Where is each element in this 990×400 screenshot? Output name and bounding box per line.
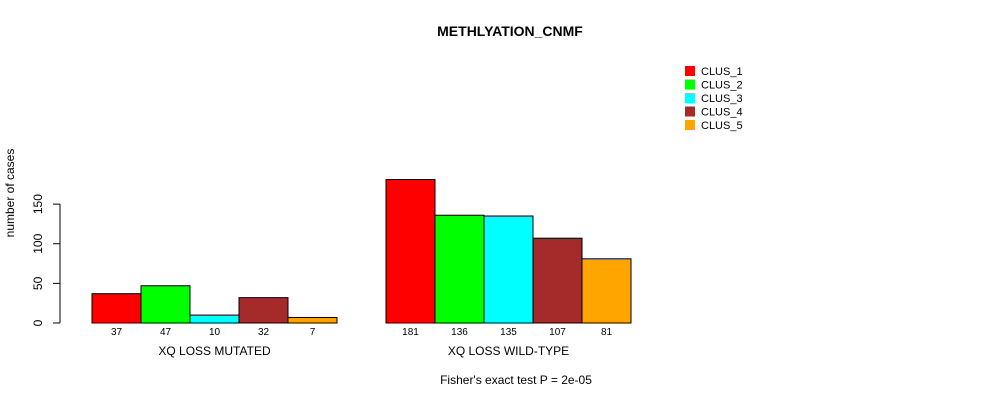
- y-tick-label: 0: [31, 319, 45, 326]
- bar-clus-1: [385, 179, 436, 324]
- chart-title: METHLYATION_CNMF: [437, 23, 583, 39]
- bars: 37 47 10 32 7 XQ LOSS MUTATED 181 136 135 107 81 XQ…: [91, 179, 632, 358]
- legend-swatch: [685, 93, 695, 103]
- y-tick-label: 50: [31, 276, 45, 290]
- y-tick-label: 150: [31, 194, 45, 214]
- bar-clus-2: [140, 285, 191, 324]
- y-tick-label: 100: [31, 233, 45, 253]
- legend-swatch: [685, 120, 695, 130]
- bar-value-label: 81: [601, 327, 613, 338]
- legend-label: CLUS_2: [701, 80, 743, 92]
- bar-clus-3: [483, 215, 534, 324]
- bar-value-label: 181: [402, 327, 419, 338]
- bar-value-label: 47: [160, 327, 172, 338]
- legend-label: CLUS_3: [701, 93, 743, 105]
- legend-label: CLUS_1: [701, 66, 743, 78]
- group-label: XQ LOSS MUTATED: [158, 344, 271, 358]
- y-axis: 0 50 100 150: [31, 194, 61, 326]
- legend-label: CLUS_5: [701, 120, 743, 132]
- footnote: Fisher's exact test P = 2e-05: [440, 373, 592, 387]
- bar-value-label: 7: [310, 327, 316, 338]
- bar-clus-3: [189, 314, 240, 324]
- bar-clus-4: [532, 237, 583, 324]
- legend-label: CLUS_4: [701, 107, 743, 119]
- bar-value-label: 10: [209, 327, 221, 338]
- bar-value-label: 107: [549, 327, 566, 338]
- legend-swatch: [685, 106, 695, 117]
- bar-value-label: 135: [500, 327, 517, 338]
- legend-swatch: [685, 66, 695, 76]
- bar-value-label: 136: [451, 327, 468, 338]
- bar-value-label: 32: [258, 327, 270, 338]
- group-label: XQ LOSS WILD-TYPE: [448, 344, 569, 358]
- bar-clus-5: [287, 316, 338, 324]
- bar-clus-2: [434, 214, 485, 324]
- bar-clus-1: [91, 293, 142, 324]
- bar-clus-4: [238, 297, 289, 324]
- legend-swatch: [685, 79, 695, 90]
- bar-value-label: 37: [111, 327, 123, 338]
- bar-clus-5: [581, 258, 632, 324]
- y-axis-label: number of cases: [3, 149, 17, 238]
